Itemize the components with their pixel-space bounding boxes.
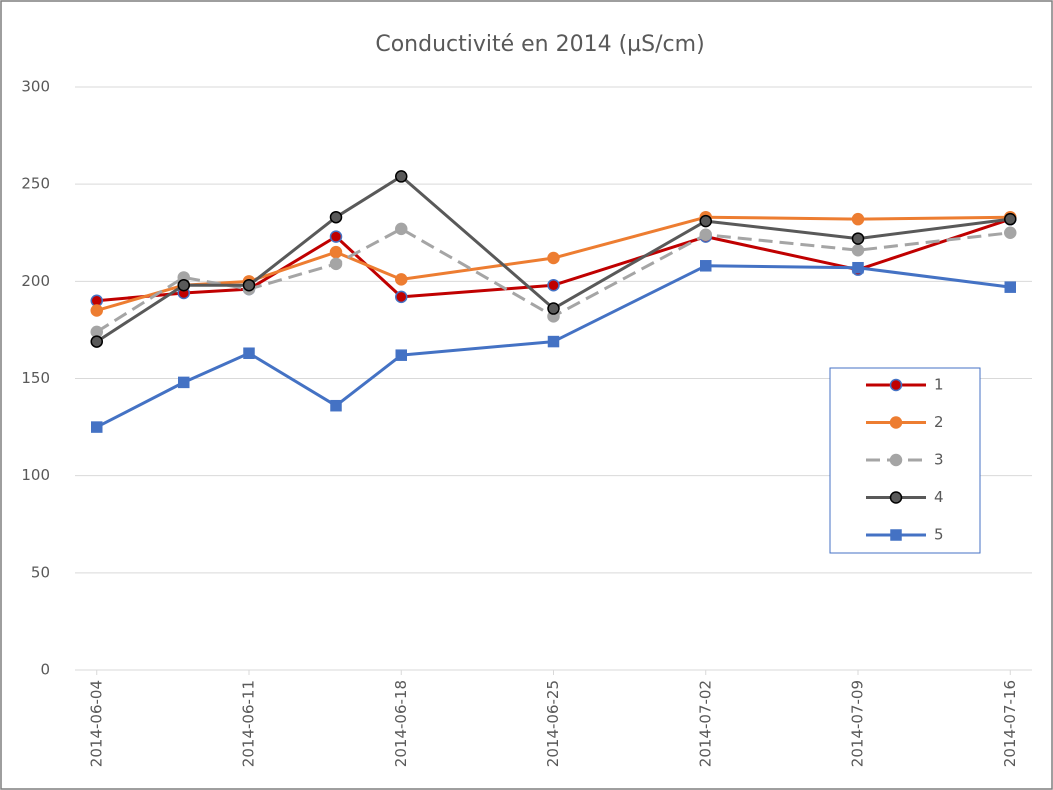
data-point bbox=[329, 245, 343, 259]
data-point bbox=[547, 302, 560, 315]
y-tick-label: 250 bbox=[21, 175, 50, 193]
data-point bbox=[329, 230, 343, 243]
data-point bbox=[243, 347, 255, 359]
data-point bbox=[699, 228, 712, 241]
data-point bbox=[852, 261, 864, 274]
data-point bbox=[1004, 281, 1016, 293]
legend-label: 2 bbox=[934, 413, 944, 431]
legend-label: 4 bbox=[934, 488, 944, 506]
data-point bbox=[851, 212, 865, 226]
y-tick-label: 50 bbox=[31, 563, 50, 581]
y-tick-label: 100 bbox=[21, 466, 50, 484]
data-point bbox=[851, 232, 865, 245]
data-point bbox=[242, 278, 256, 292]
data-point bbox=[177, 278, 190, 292]
legend-label: 5 bbox=[934, 526, 944, 544]
x-tick-label: 2014-07-16 bbox=[1001, 680, 1019, 767]
series-line bbox=[95, 227, 1011, 334]
data-point bbox=[178, 376, 190, 389]
data-point bbox=[547, 251, 560, 265]
legend-marker bbox=[889, 491, 903, 504]
data-point bbox=[547, 335, 560, 348]
data-point bbox=[395, 273, 408, 286]
data-point bbox=[699, 214, 712, 228]
legend-marker bbox=[890, 529, 902, 541]
legend-marker bbox=[889, 453, 903, 467]
data-point bbox=[1004, 212, 1017, 226]
data-point bbox=[395, 349, 407, 361]
legend-label: 3 bbox=[934, 451, 944, 469]
chart-title: Conductivité en 2014 (µS/cm) bbox=[375, 32, 704, 57]
data-point bbox=[90, 304, 103, 317]
data-point bbox=[547, 278, 560, 292]
x-tick-label: 2014-06-04 bbox=[87, 680, 105, 767]
data-point bbox=[395, 290, 408, 304]
data-point bbox=[1004, 226, 1017, 239]
x-tick-label: 2014-06-25 bbox=[544, 680, 562, 767]
data-point bbox=[329, 210, 343, 224]
y-tick-label: 150 bbox=[21, 369, 50, 387]
y-tick-label: 200 bbox=[21, 272, 50, 290]
y-tick-label: 0 bbox=[40, 661, 50, 679]
x-tick-label: 2014-06-18 bbox=[392, 680, 410, 767]
legend-marker bbox=[889, 416, 903, 429]
legend-marker bbox=[889, 378, 903, 392]
x-tick-label: 2014-06-11 bbox=[240, 680, 258, 767]
data-point bbox=[330, 399, 342, 412]
x-tick-label: 2014-07-02 bbox=[696, 680, 714, 767]
data-point bbox=[329, 257, 343, 271]
data-point bbox=[91, 421, 103, 433]
data-point bbox=[90, 335, 103, 348]
legend-box bbox=[829, 367, 981, 554]
data-point bbox=[700, 260, 712, 272]
y-tick-label: 300 bbox=[21, 78, 50, 96]
data-point bbox=[395, 222, 408, 236]
data-point bbox=[395, 170, 408, 183]
x-tick-label: 2014-07-09 bbox=[849, 680, 867, 767]
data-point bbox=[851, 243, 865, 257]
legend-label: 1 bbox=[934, 376, 944, 394]
